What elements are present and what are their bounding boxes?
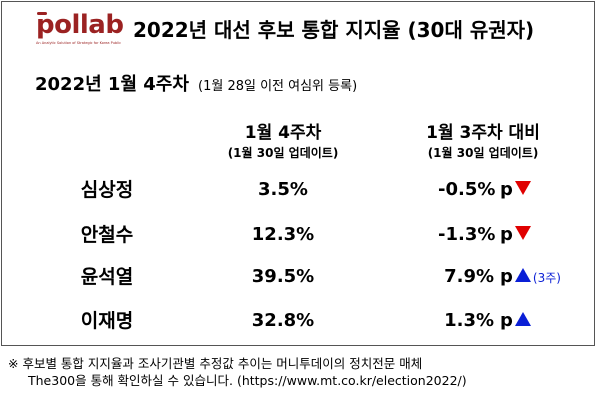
week-heading: 2022년 1월 4주차 (1월 28일 이전 여심위 등록) [35,70,357,96]
candidate-name: 윤석열 [80,266,134,288]
column-header-label: 1월 3주차 대비 [426,123,540,143]
support-value: 3.5% [258,179,308,200]
logo-accent-mark [37,12,47,15]
logo-text: pollab [36,10,124,40]
support-value: 32.8% [251,310,315,331]
candidate-row: 안철수 12.3% -1.3% p [2,217,596,253]
footnote: ※ 후보별 통합 지지율과 조사기관별 추정값 추이는 머니투데이의 정치전문 … [8,355,467,389]
up-arrow-icon [514,268,531,282]
content-frame: pollab An Analytic Solution of Strategic… [1,1,595,346]
column-header-label: 1월 4주차 [244,123,322,143]
change-unit: p [500,224,513,245]
candidate-name: 이재명 [80,310,134,332]
footnote-line: The300을 통해 확인하실 수 있습니다. (https://www.mt.… [28,373,467,388]
change-cell: -0.5% p [438,172,588,208]
change-value: -0.5% [438,179,496,200]
page-title: 2022년 대선 후보 통합 지지율 (30대 유권자) [133,18,535,42]
support-value: 39.5% [251,266,315,287]
change-value: 7.9% [444,266,494,287]
pollab-logo: pollab An Analytic Solution of Strategic… [36,10,124,50]
week-note: (1월 28일 이전 여심위 등록) [198,79,358,94]
support-value: 12.3% [251,224,315,245]
change-unit: p [500,179,513,200]
footnote-line: ※ 후보별 통합 지지율과 조사기관별 추정값 추이는 머니투데이의 정치전문 … [8,356,423,371]
candidate-name: 안철수 [80,224,134,246]
change-unit: p [500,266,513,287]
change-value: -1.3% [438,224,496,245]
change-cell: -1.3% p [438,217,588,253]
column-header-current: 1월 4주차 (1월 30일 업데이트) [198,122,368,161]
candidate-row: 심상정 3.5% -0.5% p [2,172,596,208]
change-cell: 7.9% p (3주) [438,259,588,296]
week-label: 2022년 1월 4주차 [35,74,189,95]
column-header-change: 1월 3주차 대비 (1월 30일 업데이트) [398,122,568,161]
candidate-row: 이재명 32.8% 1.3% p [2,303,596,339]
streak-label: (3주) [532,271,561,285]
logo-tagline: An Analytic Solution of Strategic for Ko… [36,41,122,45]
candidate-row: 윤석열 39.5% 7.9% p (3주) [2,259,596,295]
down-arrow-icon [514,181,531,195]
column-header-sub: (1월 30일 업데이트) [427,146,539,160]
change-cell: 1.3% p [438,303,588,339]
change-value: 1.3% [444,310,494,331]
down-arrow-icon [514,226,531,240]
change-unit: p [500,310,513,331]
candidate-name: 심상정 [80,179,134,201]
up-arrow-icon [514,312,531,326]
column-header-sub: (1월 30일 업데이트) [227,146,339,160]
